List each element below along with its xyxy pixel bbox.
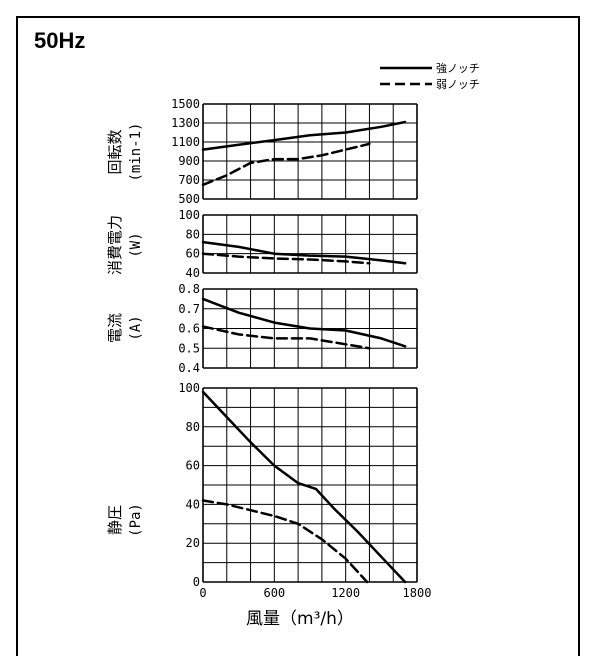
x-tick-label: 0 — [199, 586, 206, 600]
ylabel-pressure-unit: (Pa) — [128, 503, 144, 537]
ylabel-current-text: 電流 — [106, 313, 124, 343]
xlabel-airflow: 風量（m³/h） — [246, 609, 354, 629]
y-tick-label: 0.8 — [178, 282, 200, 296]
panel-2: 0.8 0.7 0.6 0.5 0.4 — [178, 282, 418, 375]
series-line-weak — [201, 325, 371, 350]
ylabel-pressure-text: 静圧 — [106, 505, 124, 535]
legend-label-strong: 強ノッチ — [436, 62, 480, 75]
ylabel-pressure: 静圧 (Pa) — [106, 503, 144, 537]
x-tick-label: 1800 — [403, 586, 432, 600]
y-tick-label: 500 — [178, 192, 200, 206]
ylabel-power: 消費電力 (W) — [106, 215, 144, 275]
y-tick-label: 0.6 — [178, 322, 200, 336]
x-tick-label: 600 — [263, 586, 285, 600]
series-line-strong — [201, 390, 407, 584]
ylabel-rpm: 回転数 (min-1) — [106, 122, 144, 181]
panel-1: 100 80 60 40 — [178, 208, 418, 280]
y-tick-label: 100 — [178, 208, 200, 222]
y-tick-label: 100 — [178, 381, 200, 395]
panel-3: 100 80 60 40 20 00 600 1200 1800 — [178, 381, 431, 600]
x-tick-label: 1200 — [331, 586, 360, 600]
series-line-strong — [201, 297, 407, 348]
y-tick-label: 80 — [186, 420, 200, 434]
y-tick-label: 0.5 — [178, 341, 200, 355]
y-tick-label: 60 — [186, 247, 200, 261]
y-tick-label: 0.7 — [178, 302, 200, 316]
series-line-weak — [201, 252, 371, 265]
ylabel-rpm-text: 回転数 — [106, 129, 124, 174]
legend: 強ノッチ 弱ノッチ — [380, 62, 480, 91]
y-tick-label: 80 — [186, 227, 200, 241]
plot-panels: 1500130011009007005001008060400.80.70.60… — [171, 97, 431, 600]
y-tick-label: 60 — [186, 459, 200, 473]
ylabel-power-unit: (W) — [128, 232, 144, 257]
y-tick-label: 40 — [186, 266, 200, 280]
y-tick-label: 1500 — [171, 97, 200, 111]
y-tick-label: 0.4 — [178, 361, 200, 375]
y-tick-label: 900 — [178, 154, 200, 168]
y-tick-label: 1100 — [171, 135, 200, 149]
chart-frame — [16, 16, 580, 656]
y-tick-label: 20 — [186, 536, 200, 550]
legend-label-weak: 弱ノッチ — [436, 78, 480, 91]
series-line-weak — [201, 142, 371, 187]
series-line-weak — [201, 499, 369, 584]
y-tick-label: 0 — [193, 575, 200, 589]
y-tick-label: 700 — [178, 173, 200, 187]
series-line-strong — [201, 240, 407, 265]
ylabel-current: 電流 (A) — [106, 313, 144, 343]
ylabel-current-unit: (A) — [128, 315, 144, 340]
panel-0: 1500 1300 1100 900 700 500 — [171, 97, 418, 206]
y-tick-label: 40 — [186, 497, 200, 511]
frequency-title: 50Hz — [34, 28, 86, 53]
ylabel-power-text: 消費電力 — [106, 215, 124, 275]
series-line-strong — [201, 120, 407, 151]
y-tick-label: 1300 — [171, 116, 200, 130]
ylabel-rpm-unit: (min-1) — [128, 122, 144, 181]
